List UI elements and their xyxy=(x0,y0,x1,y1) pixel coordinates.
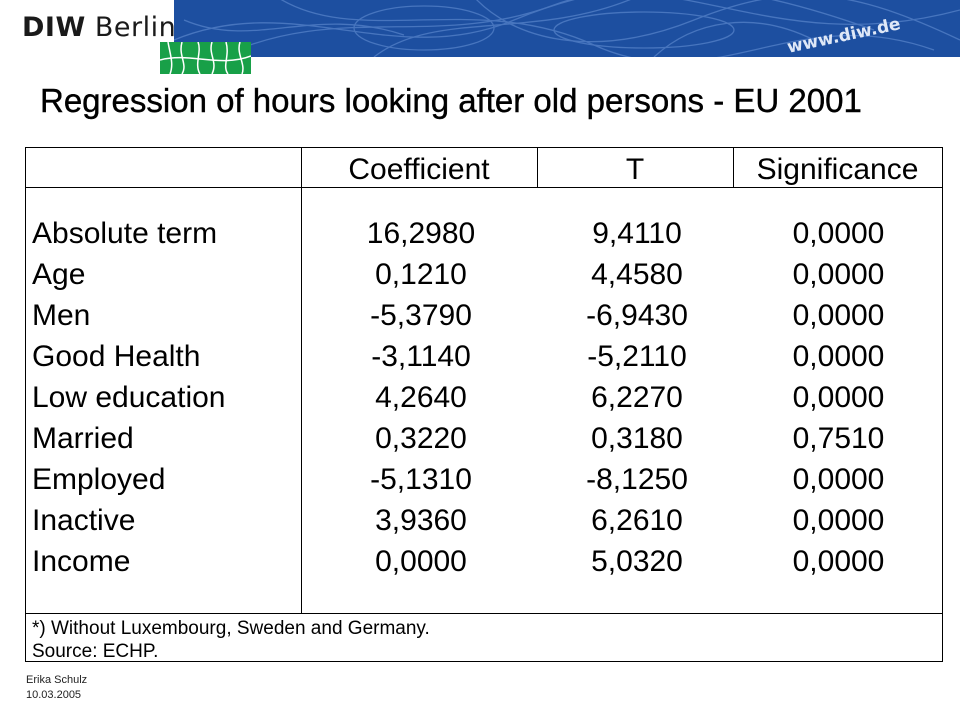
coefficient-value: 3,9360 xyxy=(375,504,467,537)
notes-divider xyxy=(26,613,942,614)
column-header-t: T xyxy=(625,153,645,186)
t-value: 0,3180 xyxy=(591,422,683,455)
green-line-pattern xyxy=(160,42,251,74)
significance-value: 0,0000 xyxy=(792,381,885,414)
logo-rest-text: Berlin xyxy=(94,12,177,43)
column-header-coefficient: Coefficient xyxy=(348,153,490,186)
row-label: Good Health xyxy=(32,340,201,373)
regression-table: Coefficient T Significance Absolute term… xyxy=(25,147,943,662)
table-row: Good Health -3,1140 -5,2110 0,0000 xyxy=(26,340,942,381)
t-value: 4,4580 xyxy=(591,258,683,291)
significance-value: 0,0000 xyxy=(792,258,885,291)
green-accent-box xyxy=(160,42,251,74)
significance-value: 0,0000 xyxy=(792,217,885,250)
t-value: 6,2270 xyxy=(591,381,683,414)
footer-date: 10.03.2005 xyxy=(26,689,82,701)
row-label: Men xyxy=(32,299,91,332)
coefficient-value: 0,0000 xyxy=(375,545,467,578)
header-banner: www.diw.de xyxy=(174,0,960,57)
t-value: 6,2610 xyxy=(591,504,683,537)
footnote-exclusions: *) Without Luxembourg, Sweden and German… xyxy=(32,618,430,639)
t-value: 9,4110 xyxy=(592,217,682,250)
t-value: -6,9430 xyxy=(586,299,688,332)
row-label: Employed xyxy=(32,463,166,496)
table-row: Employed -5,1310 -8,1250 0,0000 xyxy=(26,463,942,504)
table-row: Income 0,0000 5,0320 0,0000 xyxy=(26,545,942,586)
diw-berlin-logo: DIW Berlin xyxy=(22,12,176,43)
table-row: Age 0,1210 4,4580 0,0000 xyxy=(26,258,942,299)
significance-value: 0,0000 xyxy=(792,545,885,578)
significance-value: 0,0000 xyxy=(792,299,885,332)
coefficient-value: 16,2980 xyxy=(366,217,476,250)
column-divider xyxy=(537,148,538,187)
table-row: Married 0,3220 0,3180 0,7510 xyxy=(26,422,942,463)
coefficient-value: 4,2640 xyxy=(375,381,467,414)
coefficient-value: -5,1310 xyxy=(370,463,472,496)
coefficient-value: -5,3790 xyxy=(370,299,472,332)
column-header-significance: Significance xyxy=(756,153,919,186)
t-value: -8,1250 xyxy=(586,463,688,496)
footer-author: Erika Schulz xyxy=(26,674,88,686)
coefficient-value: -3,1140 xyxy=(371,340,471,373)
t-value: -5,2110 xyxy=(587,340,687,373)
logo-bold-text: DIW xyxy=(22,12,86,43)
table-row: Low education 4,2640 6,2270 0,0000 xyxy=(26,381,942,422)
table-row: Men -5,3790 -6,9430 0,0000 xyxy=(26,299,942,340)
significance-value: 0,0000 xyxy=(792,504,885,537)
row-label: Absolute term xyxy=(32,217,218,250)
significance-value: 0,0000 xyxy=(792,463,885,496)
row-label: Married xyxy=(32,422,134,455)
table-row: Inactive 3,9360 6,2610 0,0000 xyxy=(26,504,942,545)
row-label: Income xyxy=(32,545,131,578)
row-label: Low education xyxy=(32,381,226,414)
t-value: 5,0320 xyxy=(591,545,683,578)
slide-title: Regression of hours looking after old pe… xyxy=(40,82,862,119)
coefficient-value: 0,3220 xyxy=(375,422,467,455)
significance-value: 0,7510 xyxy=(792,422,885,455)
header-divider xyxy=(26,187,942,188)
banner-swirl-graphic xyxy=(174,0,960,57)
significance-value: 0,0000 xyxy=(792,340,885,373)
table-row: Absolute term 16,2980 9,4110 0,0000 xyxy=(26,217,942,258)
coefficient-value: 0,1210 xyxy=(375,258,467,291)
column-divider xyxy=(733,148,734,187)
column-divider xyxy=(301,148,302,613)
row-label: Age xyxy=(32,258,86,291)
footnote-source: Source: ECHP. xyxy=(32,641,159,662)
row-label: Inactive xyxy=(32,504,136,537)
